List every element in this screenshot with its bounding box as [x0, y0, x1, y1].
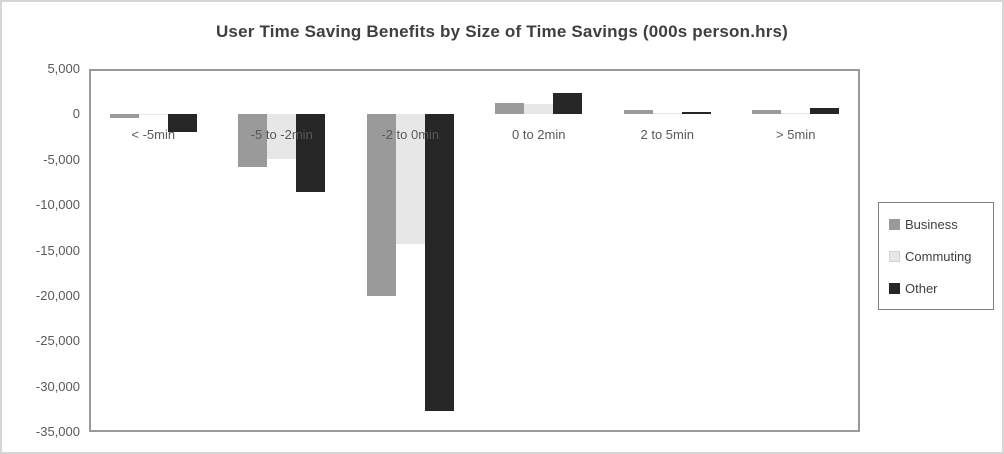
x-category-label: < -5min	[131, 127, 176, 143]
x-category-label: -2 to 0min	[381, 127, 440, 143]
y-tick-label: -30,000	[35, 378, 80, 394]
bar-commuting-0	[138, 114, 168, 116]
x-category-label: 2 to 5min	[640, 127, 694, 143]
bar-other-4	[681, 112, 711, 115]
x-category-label: 0 to 2min	[512, 127, 566, 143]
bar-business-3	[495, 102, 525, 115]
bar-other-1	[296, 114, 326, 192]
bar-business-0	[109, 114, 139, 118]
y-tick-label: -35,000	[35, 424, 80, 439]
bar-business-1	[238, 114, 268, 167]
legend-item-commuting: Commuting	[889, 245, 985, 267]
legend: Business Commuting Other	[878, 202, 994, 310]
bar-other-0	[167, 114, 197, 132]
bar-other-5	[810, 108, 840, 115]
bar-commuting-1	[267, 114, 297, 159]
bar-commuting-3	[524, 104, 554, 115]
legend-label: Business	[905, 216, 958, 232]
y-tick-label: 0	[72, 106, 80, 122]
bar-commuting-5	[781, 113, 811, 115]
legend-item-business: Business	[889, 213, 985, 235]
y-tick-label: -20,000	[35, 287, 80, 303]
x-category-label: -5 to -2min	[250, 127, 313, 143]
chart-title: User Time Saving Benefits by Size of Tim…	[215, 22, 789, 41]
bar-business-2	[366, 114, 396, 296]
legend-item-other: Other	[889, 277, 985, 299]
y-tick-label: -10,000	[35, 197, 80, 213]
y-tick-label: -5,000	[43, 151, 80, 167]
x-category-label: > 5min	[776, 127, 816, 143]
legend-label: Commuting	[905, 248, 972, 264]
bar-commuting-2	[395, 114, 425, 245]
plot-area	[89, 69, 860, 432]
bar-business-5	[752, 109, 782, 115]
bar-other-2	[424, 114, 454, 412]
legend-swatch-icon	[889, 218, 900, 230]
y-tick-label: -15,000	[35, 242, 80, 258]
bar-business-4	[623, 109, 653, 115]
legend-swatch-icon	[889, 250, 900, 262]
bar-commuting-4	[652, 113, 682, 115]
y-tick-label: 5,000	[47, 61, 80, 76]
y-tick-label: -25,000	[35, 333, 80, 349]
legend-label: Other	[905, 280, 938, 296]
bar-other-3	[553, 92, 583, 115]
legend-swatch-icon	[889, 282, 900, 294]
